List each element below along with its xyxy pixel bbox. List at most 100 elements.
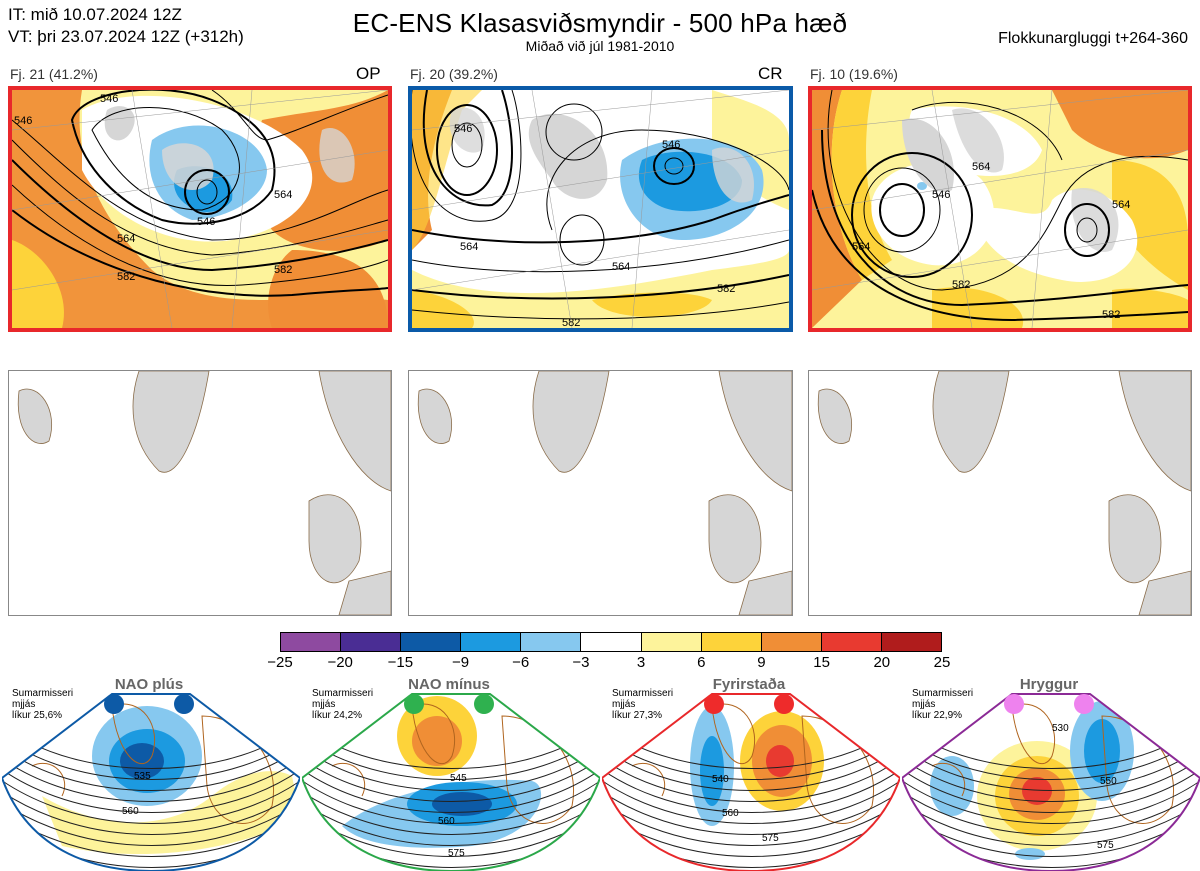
cluster-2-label: Fj. 20 (39.2%) (410, 66, 498, 82)
cluster-3-contour-label: 564 (972, 161, 990, 173)
regime-info-match: mjjás (12, 699, 36, 710)
height-contour (602, 755, 900, 824)
negative-anomaly (1015, 848, 1045, 860)
regime-marker-dot (1074, 694, 1094, 714)
colorbar-segment (640, 633, 701, 651)
height-contour (302, 747, 600, 813)
regime-info: Sumarmisseri mjjás líkur 27,3% (612, 688, 673, 721)
coastline (631, 762, 666, 797)
regime-info: Sumarmisseri mjjás líkur 24,2% (312, 688, 373, 721)
regime-info-season: Sumarmisseri (612, 688, 674, 699)
regime-contour-label: 575 (762, 833, 779, 844)
negative-anomaly (700, 736, 724, 806)
cluster-1-contour-label: 564 (117, 233, 135, 245)
regime-panel-4: 530 550 575 Hryggur Sumarmisseri mjjás líkur 2… (902, 676, 1200, 871)
cluster-2-contour-label: 582 (562, 317, 580, 328)
regime-contour-label: 550 (1100, 776, 1117, 787)
positive-anomaly (766, 745, 794, 777)
regime-marker-dot (404, 694, 424, 714)
negative-anomaly (1084, 719, 1120, 783)
coastline (1011, 703, 1056, 765)
cluster-2-contour-label: 546 (662, 139, 680, 151)
colorbar-segment (460, 633, 521, 651)
cluster-1-contour-label: 564 (274, 189, 292, 201)
regime-contour-label: 560 (722, 808, 739, 819)
regime-contour-label: 540 (712, 774, 729, 785)
regime-info-season: Sumarmisseri (312, 688, 374, 699)
colorbar-tick-label: 15 (813, 654, 830, 671)
base-map-1 (8, 370, 392, 616)
cluster-2-code: CR (758, 64, 783, 83)
regime-info-prob: líkur 24,2% (312, 710, 363, 721)
cluster-3-contour-label: 582 (952, 279, 970, 291)
cluster-2-contour-label: 564 (460, 241, 478, 253)
height-contour (902, 755, 1200, 824)
height-contour (902, 747, 1200, 813)
coastline (31, 762, 66, 797)
cluster-1-label: Fj. 21 (41.2%) (10, 66, 98, 82)
cluster-3-contour-label: 564 (1112, 199, 1130, 211)
page-subtitle: Miðað við júl 1981-2010 (525, 38, 675, 54)
colorbar-segment (400, 633, 461, 651)
colorbar-segment (760, 633, 821, 651)
regime-marker-dot (474, 694, 494, 714)
init-time: IT: mið 10.07.2024 12Z (8, 5, 182, 24)
regime-contour-label: 560 (438, 816, 455, 827)
regime-info-match: mjjás (912, 699, 936, 710)
cluster-1-contour-label: 582 (274, 264, 292, 276)
colorbar-segment (700, 633, 761, 651)
colorbar-segment (880, 633, 942, 651)
height-contour (902, 739, 1200, 802)
coastline (931, 762, 966, 797)
cluster-2-contour-label: 546 (454, 123, 472, 135)
coastline (111, 703, 156, 765)
regime-contour-label: 560 (122, 806, 139, 817)
height-contour (302, 755, 600, 824)
cluster-3-contour-label: 564 (852, 241, 870, 253)
colorbar-segment (580, 633, 641, 651)
regime-info-season: Sumarmisseri (912, 688, 974, 699)
regime-contour-label: 575 (1097, 840, 1114, 851)
cluster-3-contour-label: 546 (932, 189, 950, 201)
regime-panel-2: 545 560 575 NAO mínus Sumarmisseri mjjás líkur… (302, 676, 600, 871)
anomaly-colorbar (280, 632, 942, 652)
regime-marker-dot (704, 694, 724, 714)
height-contour (602, 747, 900, 813)
classification-window: Flokkunargluggi t+264-360 (998, 30, 1188, 47)
regime-panel-3: 540 560 575 Fyrirstaða Sumarmisseri mjjás líku… (602, 676, 900, 871)
base-map-3 (808, 370, 1192, 616)
cluster-2-contour-label: 564 (612, 261, 630, 273)
colorbar-tick-label: −15 (387, 654, 414, 671)
base-map-2 (408, 370, 793, 616)
colorbar-segment (520, 633, 581, 651)
cluster-1-contour-label: 582 (117, 271, 135, 283)
coastline (411, 703, 456, 765)
height-contour (2, 747, 300, 813)
colorbar-tick-label: −6 (512, 654, 530, 671)
regime-info-season: Sumarmisseri (12, 688, 74, 699)
coastline (711, 703, 756, 765)
cluster-3-map: 546 564 564 564 582 582 (808, 86, 1192, 332)
positive-anomaly (412, 716, 462, 766)
regime-contour-label: 545 (450, 773, 467, 784)
regime-contour-label: 575 (448, 848, 465, 859)
negative-anomaly (930, 756, 974, 816)
cluster-1-contour-label: 546 (100, 93, 118, 105)
cluster-3-contour-label: 582 (1102, 309, 1120, 321)
regime-map: 545 560 575 (302, 693, 600, 871)
cluster-1-contour-label: 546 (197, 216, 215, 228)
regime-name: NAO mínus (408, 676, 490, 693)
colorbar-tick-label: −9 (451, 654, 470, 671)
cluster-2-contour-label: 582 (717, 283, 735, 295)
colorbar-tick-label: 25 (933, 654, 951, 671)
regime-panel-1: 535 560 NAO plús Sumarmisseri mjjás líkur 25,… (2, 676, 300, 871)
regime-map: 530 550 575 (902, 693, 1200, 871)
height-contour (2, 755, 300, 824)
regime-name: Hryggur (1019, 676, 1079, 693)
cluster-2-map: 546 546 564 564 582 582 (408, 86, 793, 332)
colorbar-tick-label: −20 (327, 654, 353, 671)
regime-info-prob: líkur 27,3% (612, 710, 663, 721)
regime-map: 535 560 (2, 693, 300, 871)
header-dates: IT: mið 10.07.2024 12Z VT: þri 23.07.202… (8, 4, 244, 48)
regime-info-prob: líkur 22,9% (912, 710, 963, 721)
